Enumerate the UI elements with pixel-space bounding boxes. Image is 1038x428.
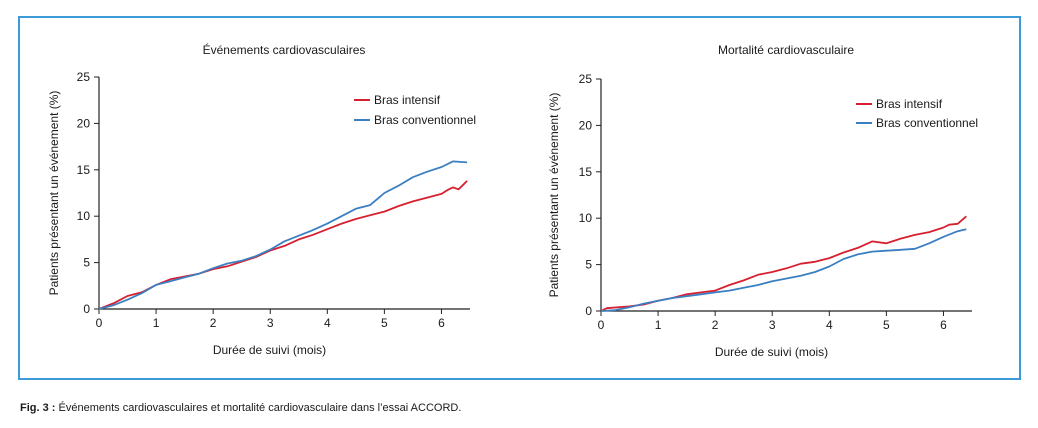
legend-label: Bras intensif bbox=[876, 97, 943, 111]
x-tick-label: 1 bbox=[153, 316, 160, 330]
y-tick-label: 5 bbox=[585, 258, 592, 272]
chart-title: Événements cardiovasculaires bbox=[203, 42, 366, 57]
chart-title: Mortalité cardiovasculaire bbox=[718, 43, 854, 57]
legend-label: Bras intensif bbox=[374, 93, 441, 107]
y-tick-label: 10 bbox=[579, 211, 593, 225]
figure-caption: Fig. 3 : Événements cardiovasculaires et… bbox=[20, 402, 461, 414]
y-tick-label: 5 bbox=[83, 256, 90, 270]
y-tick-label: 25 bbox=[579, 72, 593, 86]
y-tick-label: 10 bbox=[77, 209, 91, 223]
y-tick-label: 20 bbox=[579, 118, 593, 132]
x-tick-label: 0 bbox=[598, 318, 605, 332]
y-tick-label: 25 bbox=[77, 70, 91, 84]
y-axis-label: Patients présentant un événement (%) bbox=[547, 93, 561, 298]
series-line-conventionnel bbox=[98, 160, 468, 310]
legend: Bras intensif Bras conventionnel bbox=[354, 93, 476, 127]
caption-label: Fig. 3 : bbox=[20, 402, 56, 414]
x-tick-label: 2 bbox=[712, 318, 719, 332]
x-axis-label: Durée de suivi (mois) bbox=[715, 345, 828, 359]
legend-label: Bras conventionnel bbox=[374, 113, 476, 127]
chart-2: Mortalité cardiovasculaire 0 5 10 15 20 25 0 1 2 3… bbox=[547, 43, 978, 359]
y-tick-label: 15 bbox=[579, 165, 593, 179]
x-tick-label: 1 bbox=[655, 318, 662, 332]
y-tick-label: 0 bbox=[83, 302, 90, 316]
figure-frame bbox=[18, 16, 1021, 380]
series-line-intensif bbox=[600, 215, 967, 312]
x-tick-label: 5 bbox=[381, 316, 388, 330]
x-axis-label: Durée de suivi (mois) bbox=[213, 343, 326, 357]
y-axis-label: Patients présentant un événement (%) bbox=[47, 91, 61, 296]
y-tick-label: 0 bbox=[585, 304, 592, 318]
x-tick-label: 2 bbox=[210, 316, 217, 330]
x-tick-label: 3 bbox=[267, 316, 274, 330]
x-tick-label: 6 bbox=[940, 318, 947, 332]
x-tick-label: 3 bbox=[769, 318, 776, 332]
x-tick-label: 6 bbox=[438, 316, 445, 330]
x-tick-label: 5 bbox=[883, 318, 890, 332]
legend: Bras intensif Bras conventionnel bbox=[856, 97, 978, 130]
x-tick-label: 4 bbox=[826, 318, 833, 332]
legend-label: Bras conventionnel bbox=[876, 116, 978, 130]
x-tick-label: 4 bbox=[324, 316, 331, 330]
y-tick-label: 15 bbox=[77, 163, 91, 177]
y-tick-label: 20 bbox=[77, 116, 91, 130]
caption-text: Événements cardiovasculaires et mortalit… bbox=[58, 402, 462, 414]
series-line-intensif bbox=[98, 180, 468, 310]
x-tick-label: 0 bbox=[96, 316, 103, 330]
series-line-conventionnel bbox=[600, 228, 967, 312]
